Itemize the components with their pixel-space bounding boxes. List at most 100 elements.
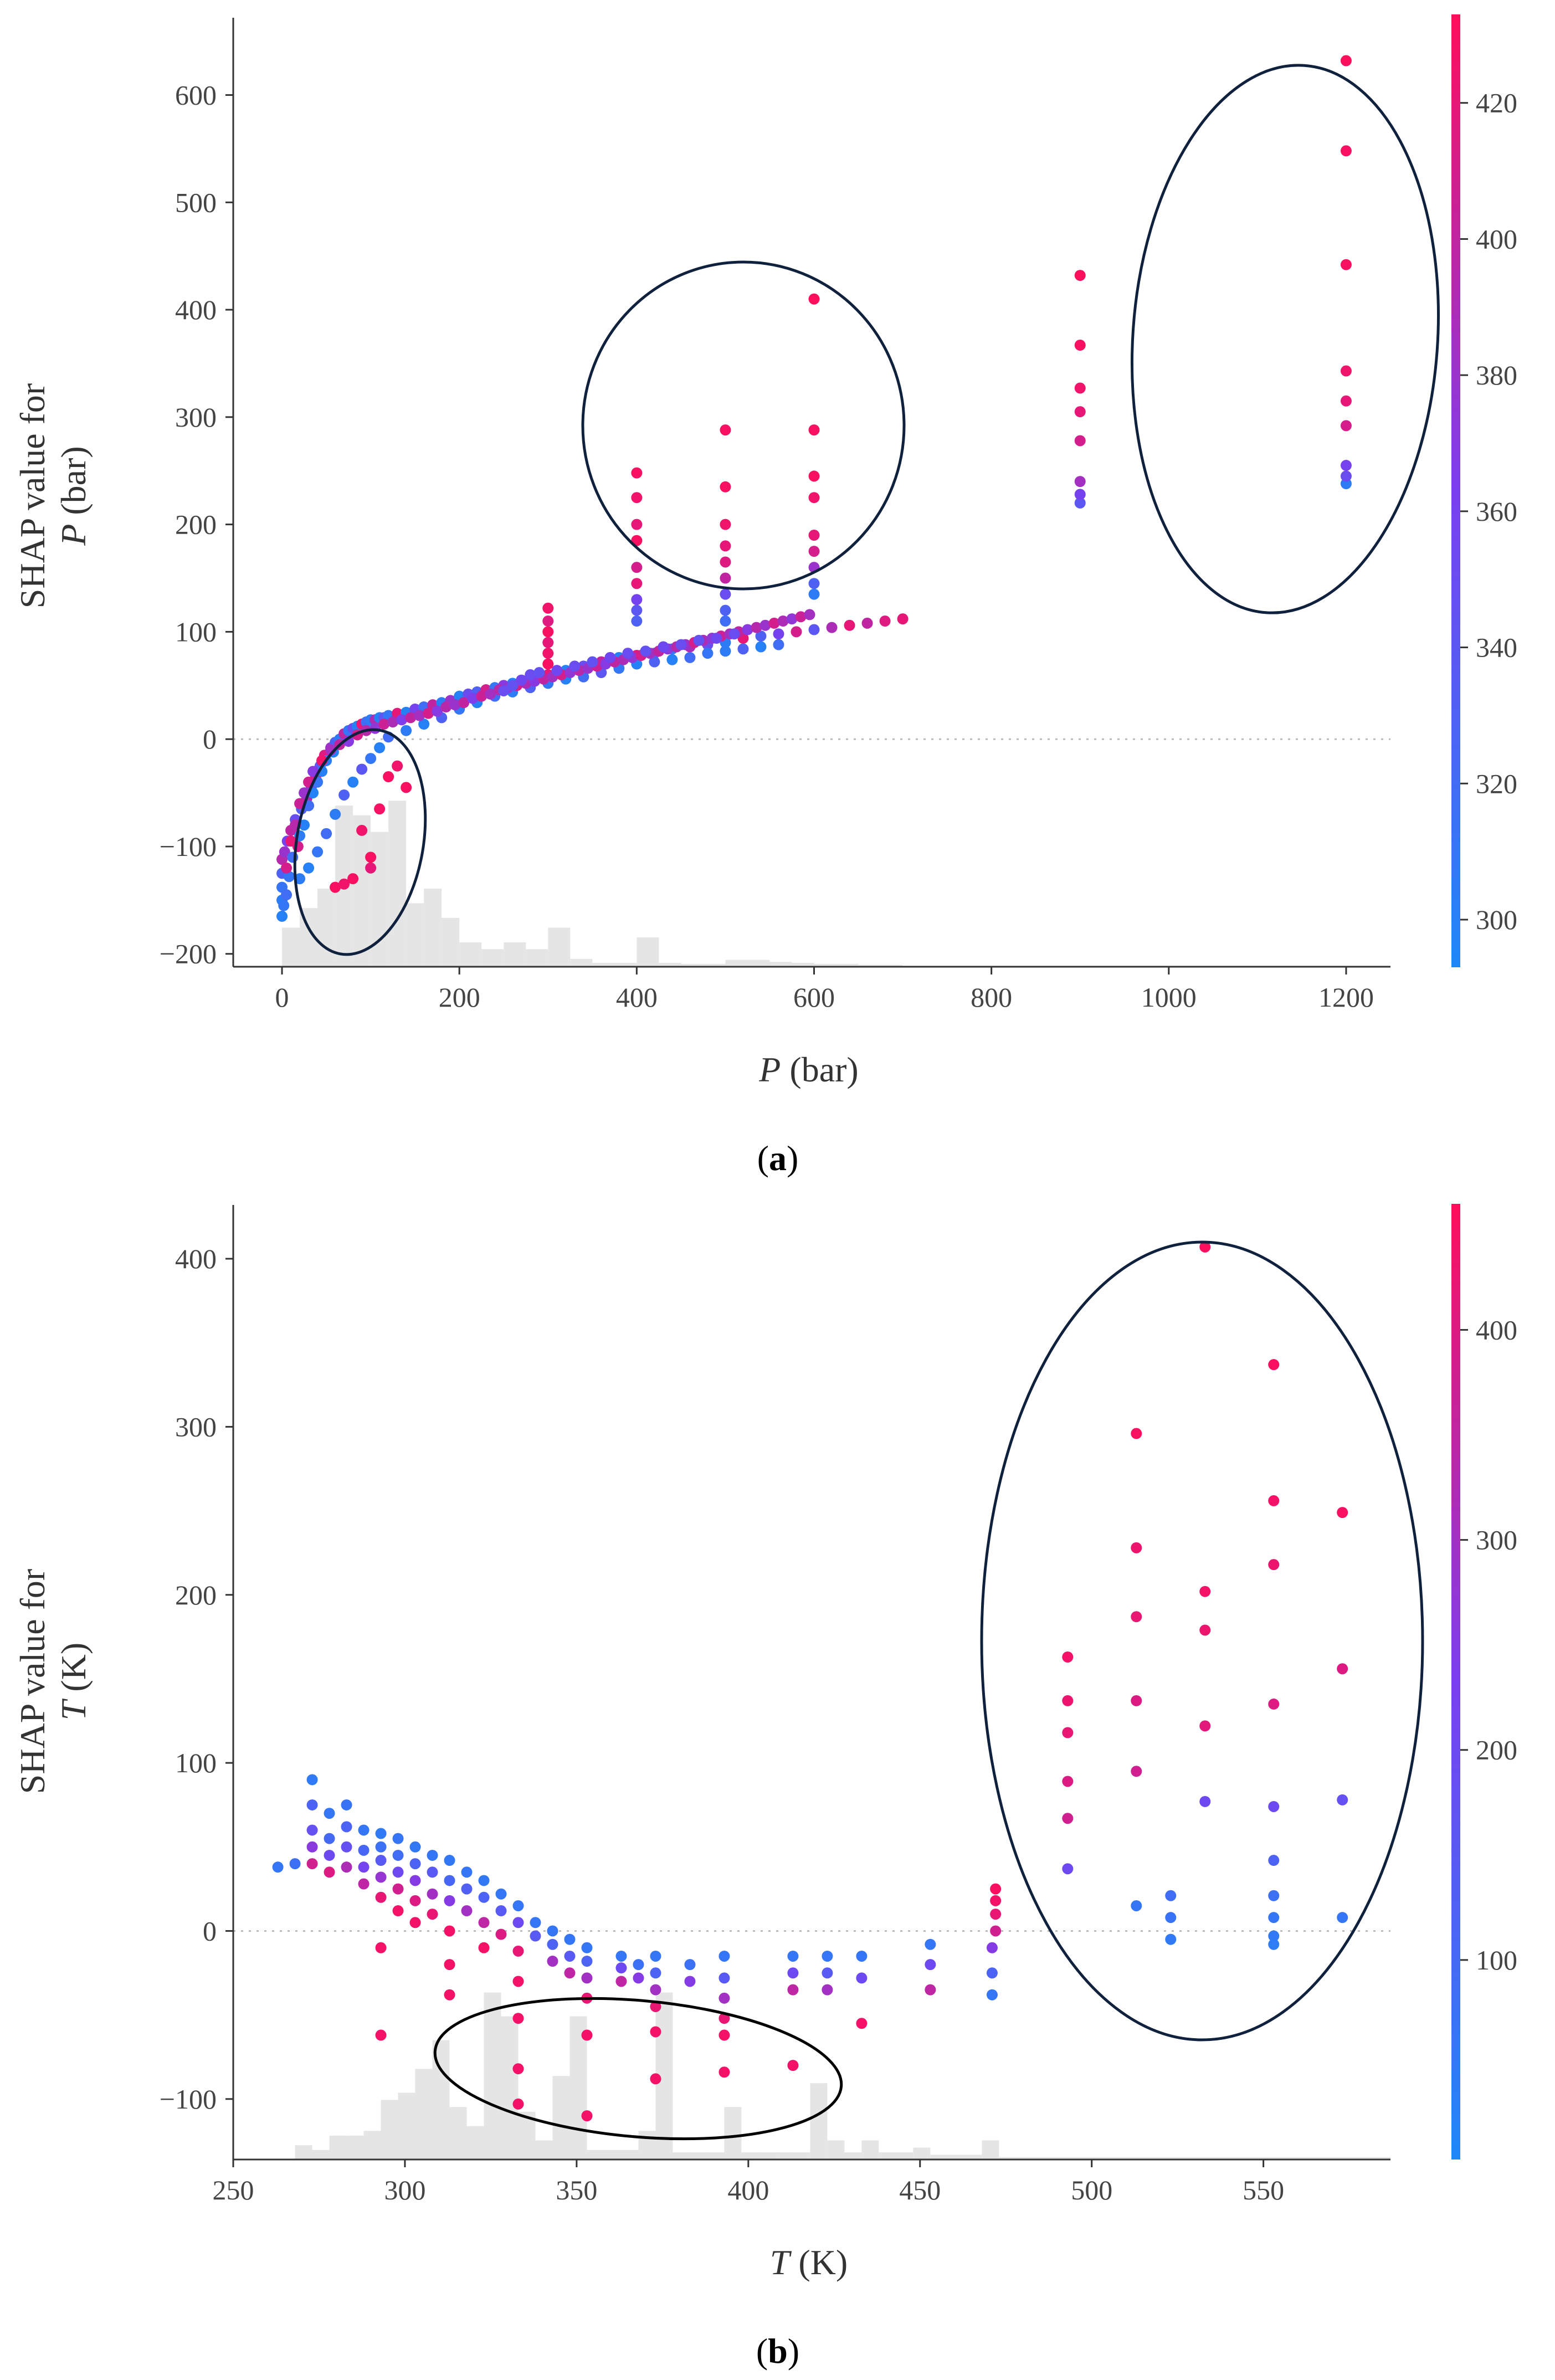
panel-b-point-18 bbox=[358, 1878, 369, 1890]
panel-a-y-tick-label-1: −100 bbox=[160, 831, 217, 862]
panel-a-point-203 bbox=[631, 604, 643, 616]
panel-b-point-143 bbox=[1268, 1912, 1280, 1924]
panel-b-point-73 bbox=[581, 1972, 593, 1984]
panel-a-point-246 bbox=[1074, 270, 1086, 281]
panel-b-point-130 bbox=[1165, 1933, 1177, 1945]
panel-a-point-225 bbox=[808, 492, 820, 504]
panel-b-point-5 bbox=[306, 1841, 318, 1853]
panel-b-point-8 bbox=[324, 1833, 335, 1844]
panel-b-point-52 bbox=[478, 1942, 490, 1953]
panel-a-point-211 bbox=[720, 615, 731, 627]
panel-a-axes bbox=[232, 18, 1390, 968]
panel-b-y-axis-unit: (K) bbox=[54, 1643, 93, 1701]
panel-a-point-254 bbox=[1340, 145, 1352, 157]
panel-b-point-27 bbox=[392, 1849, 404, 1861]
panel-a-hist-bar-13 bbox=[526, 949, 548, 967]
panel-b-hist-bar-22 bbox=[673, 2152, 690, 2160]
panel-b-point-122 bbox=[1131, 1428, 1142, 1439]
panel-a-hist-bar-24 bbox=[769, 962, 792, 967]
panel-b-y-tick-label-2: 100 bbox=[175, 1747, 217, 1778]
panel-a-point-191 bbox=[658, 641, 669, 653]
panel-a-hist-bar-14 bbox=[548, 927, 571, 967]
panel-a-point-245 bbox=[1074, 340, 1086, 351]
panel-a-hist-bar-6 bbox=[388, 801, 407, 967]
panel-b-point-25 bbox=[375, 2029, 387, 2041]
panel-b-point-50 bbox=[478, 1891, 490, 1903]
panel-b-y-axis-label: SHAP value for T (K) bbox=[13, 1569, 93, 1794]
panel-b-point-131 bbox=[1199, 1241, 1211, 1253]
panel-a-colorbar-ticks: 300 320 340 360 380 400 420 bbox=[1460, 88, 1517, 935]
panel-b-point-38 bbox=[427, 1888, 438, 1900]
panel-a-y-tick-label-4: 200 bbox=[175, 509, 217, 540]
panel-b-x-tick-label-1: 300 bbox=[384, 2174, 425, 2205]
panel-a-point-85 bbox=[303, 862, 315, 874]
panel-a-point-195 bbox=[728, 628, 740, 640]
panel-b-point-140 bbox=[1268, 1801, 1280, 1812]
panel-a-point-135 bbox=[414, 710, 425, 721]
panel-b-hist-bar-1 bbox=[312, 2150, 330, 2160]
panel-b-caption-close: ) bbox=[788, 2331, 799, 2371]
panel-b-point-115 bbox=[990, 1883, 1002, 1895]
panel-a-point-179 bbox=[804, 609, 815, 620]
panel-b-point-63 bbox=[530, 1917, 541, 1928]
panel-a-point-132 bbox=[387, 716, 399, 728]
panel-b-hist-bar-37 bbox=[982, 2140, 999, 2160]
panel-a-points bbox=[276, 55, 1352, 922]
panel-a-ellipse-low-p bbox=[293, 728, 427, 956]
panel-a-hist-bar-15 bbox=[570, 958, 593, 967]
panel-a-point-217 bbox=[720, 519, 731, 530]
panel-a-point-142 bbox=[476, 690, 487, 702]
panel-a-y-axis-label-line1: SHAP value for bbox=[13, 383, 52, 608]
panel-b-point-84 bbox=[650, 1984, 661, 1996]
panel-b-point-121 bbox=[1062, 1863, 1074, 1875]
panel-a-point-205 bbox=[631, 578, 643, 589]
panel-b-hist-bar-5 bbox=[381, 2100, 398, 2160]
panel-a-point-175 bbox=[768, 617, 780, 629]
panel-b-point-34 bbox=[409, 1895, 421, 1906]
panel-b-point-114 bbox=[990, 1895, 1002, 1906]
panel-b-point-37 bbox=[427, 1866, 438, 1878]
panel-b-colorbar: 100 200 300 400 bbox=[1451, 1204, 1517, 2160]
panel-b-point-141 bbox=[1268, 1855, 1280, 1866]
panel-a-caption: (a) bbox=[757, 1138, 799, 1178]
panel-a-point-81 bbox=[861, 617, 873, 629]
panel-a-point-90 bbox=[347, 776, 359, 788]
panel-a-point-93 bbox=[374, 742, 386, 753]
panel-a-point-115 bbox=[755, 641, 767, 653]
panel-a-hist-bar-19 bbox=[659, 962, 681, 967]
panel-b-point-0 bbox=[272, 1861, 284, 1873]
panel-b-point-76 bbox=[581, 2110, 593, 2122]
panel-b-hist-bar-40 bbox=[1297, 2157, 1390, 2160]
panel-b-hist-bar-6 bbox=[398, 2092, 415, 2160]
panel-a-point-96 bbox=[418, 719, 430, 730]
panel-a-y-tick-label-2: 0 bbox=[203, 724, 217, 755]
panel-a-point-181 bbox=[507, 680, 519, 691]
panel-a-point-227 bbox=[808, 424, 820, 436]
panel-a-hist-bar-27 bbox=[858, 965, 903, 967]
panel-b-point-147 bbox=[1337, 1663, 1348, 1675]
panel-b-x-axis-var: T bbox=[770, 2243, 792, 2282]
panel-a-point-139 bbox=[449, 699, 461, 711]
panel-b-hist-bar-2 bbox=[329, 2135, 347, 2160]
panel-a-annotation-ellipses bbox=[293, 64, 1440, 956]
panel-b-hist-bar-9 bbox=[449, 2107, 467, 2160]
panel-b-point-67 bbox=[547, 1956, 558, 1967]
panel-b-point-26 bbox=[392, 1833, 404, 1844]
panel-b-point-21 bbox=[375, 1855, 387, 1866]
panel-b-point-60 bbox=[512, 2013, 524, 2024]
panel-b-hist-bar-0 bbox=[295, 2145, 312, 2160]
panel-b-point-142 bbox=[1268, 1890, 1280, 1901]
panel-a-point-84 bbox=[294, 873, 306, 885]
panel-a-point-233 bbox=[365, 852, 377, 863]
panel-b-point-101 bbox=[822, 1967, 833, 1979]
panel-b-ellipse-low-t bbox=[433, 1997, 843, 2141]
panel-a-point-228 bbox=[808, 293, 820, 305]
panel-a-x-tick-label-3: 600 bbox=[793, 982, 835, 1013]
panel-b-point-99 bbox=[787, 2060, 799, 2071]
panel-a-point-214 bbox=[720, 572, 731, 584]
panel-a-point-200 bbox=[542, 615, 554, 627]
panel-b-point-39 bbox=[427, 1909, 438, 1920]
panel-b-point-109 bbox=[986, 1989, 998, 2001]
panel-a-point-82 bbox=[879, 615, 891, 627]
panel-b-point-146 bbox=[1337, 1507, 1348, 1519]
